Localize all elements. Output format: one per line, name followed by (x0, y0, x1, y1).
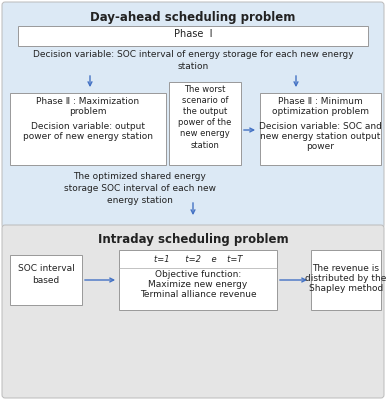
Bar (260, 93, 381, 165)
Text: SOC interval
based: SOC interval based (18, 264, 74, 285)
Text: problem: problem (69, 107, 107, 116)
Text: power of new energy station: power of new energy station (23, 132, 153, 141)
Text: Objective function:: Objective function: (155, 270, 241, 279)
Text: new energy station output: new energy station output (260, 132, 380, 141)
Text: distributed by the: distributed by the (305, 274, 386, 283)
Text: Phase  Ⅰ: Phase Ⅰ (174, 29, 212, 39)
Text: Decision variable: SOC interval of energy storage for each new energy
station: Decision variable: SOC interval of energ… (33, 50, 353, 71)
Text: Maximize new energy: Maximize new energy (148, 280, 248, 289)
Text: Shapley method: Shapley method (309, 284, 383, 293)
Bar (119, 250, 277, 310)
Text: Phase Ⅱ : Minimum: Phase Ⅱ : Minimum (278, 97, 362, 106)
Text: power: power (306, 142, 334, 151)
FancyBboxPatch shape (2, 225, 384, 398)
Text: The optimized shared energy
storage SOC interval of each new
energy station: The optimized shared energy storage SOC … (64, 172, 216, 204)
Text: Terminal alliance revenue: Terminal alliance revenue (140, 290, 256, 299)
Text: Phase Ⅱ : Maximization: Phase Ⅱ : Maximization (36, 97, 140, 106)
Text: Decision variable: SOC and: Decision variable: SOC and (259, 122, 381, 131)
Text: optimization problem: optimization problem (271, 107, 369, 116)
Text: Day-ahead scheduling problem: Day-ahead scheduling problem (90, 11, 296, 24)
Bar (311, 250, 381, 310)
Text: Intraday scheduling problem: Intraday scheduling problem (98, 233, 288, 246)
Text: The worst
scenario of
the output
power of the
new energy
station: The worst scenario of the output power o… (178, 85, 232, 150)
Bar (10, 255, 82, 305)
Bar (18, 26, 368, 46)
FancyBboxPatch shape (2, 2, 384, 228)
Text: Decision variable: output: Decision variable: output (31, 122, 145, 131)
Bar (10, 93, 166, 165)
Bar (169, 82, 241, 165)
Text: t=1      t=2    e    t=T: t=1 t=2 e t=T (154, 255, 242, 264)
Text: The revenue is: The revenue is (313, 264, 379, 273)
